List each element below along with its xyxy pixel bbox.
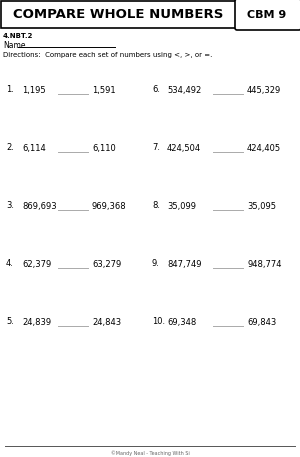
Text: 7.: 7.	[152, 143, 160, 153]
Text: 3.: 3.	[6, 202, 14, 211]
Text: 10.: 10.	[152, 318, 165, 326]
Text: 847,749: 847,749	[167, 260, 202, 269]
Text: Name: Name	[3, 41, 26, 49]
Text: 1,195: 1,195	[22, 85, 46, 95]
Text: 6.: 6.	[152, 85, 160, 95]
Text: 424,405: 424,405	[247, 143, 281, 153]
Text: Directions:  Compare each set of numbers using <, >, or =.: Directions: Compare each set of numbers …	[3, 52, 212, 58]
Text: 4.: 4.	[6, 260, 14, 269]
Text: 24,839: 24,839	[22, 318, 51, 326]
Text: 534,492: 534,492	[167, 85, 201, 95]
Text: 6,110: 6,110	[92, 143, 116, 153]
Text: 6,114: 6,114	[22, 143, 46, 153]
Text: 969,368: 969,368	[92, 202, 127, 211]
Text: 4.NBT.2: 4.NBT.2	[3, 33, 33, 39]
Text: 69,348: 69,348	[167, 318, 196, 326]
Text: 63,279: 63,279	[92, 260, 121, 269]
Text: 1,591: 1,591	[92, 85, 116, 95]
Text: 9.: 9.	[152, 260, 160, 269]
Text: 24,843: 24,843	[92, 318, 121, 326]
Text: 1.: 1.	[6, 85, 14, 95]
Text: 445,329: 445,329	[247, 85, 281, 95]
Text: 869,693: 869,693	[22, 202, 57, 211]
FancyBboxPatch shape	[235, 0, 300, 30]
Text: 35,095: 35,095	[247, 202, 276, 211]
Text: 35,099: 35,099	[167, 202, 196, 211]
Text: 948,774: 948,774	[247, 260, 281, 269]
Text: CBM 9: CBM 9	[248, 10, 286, 20]
FancyBboxPatch shape	[1, 1, 241, 28]
Text: COMPARE WHOLE NUMBERS: COMPARE WHOLE NUMBERS	[13, 8, 223, 21]
Text: 2.: 2.	[6, 143, 14, 153]
Text: 5.: 5.	[6, 318, 14, 326]
Text: ©Mandy Neal - Teaching With Si: ©Mandy Neal - Teaching With Si	[111, 450, 189, 456]
Text: 8.: 8.	[152, 202, 160, 211]
Text: 69,843: 69,843	[247, 318, 276, 326]
Text: 62,379: 62,379	[22, 260, 51, 269]
Text: 424,504: 424,504	[167, 143, 201, 153]
